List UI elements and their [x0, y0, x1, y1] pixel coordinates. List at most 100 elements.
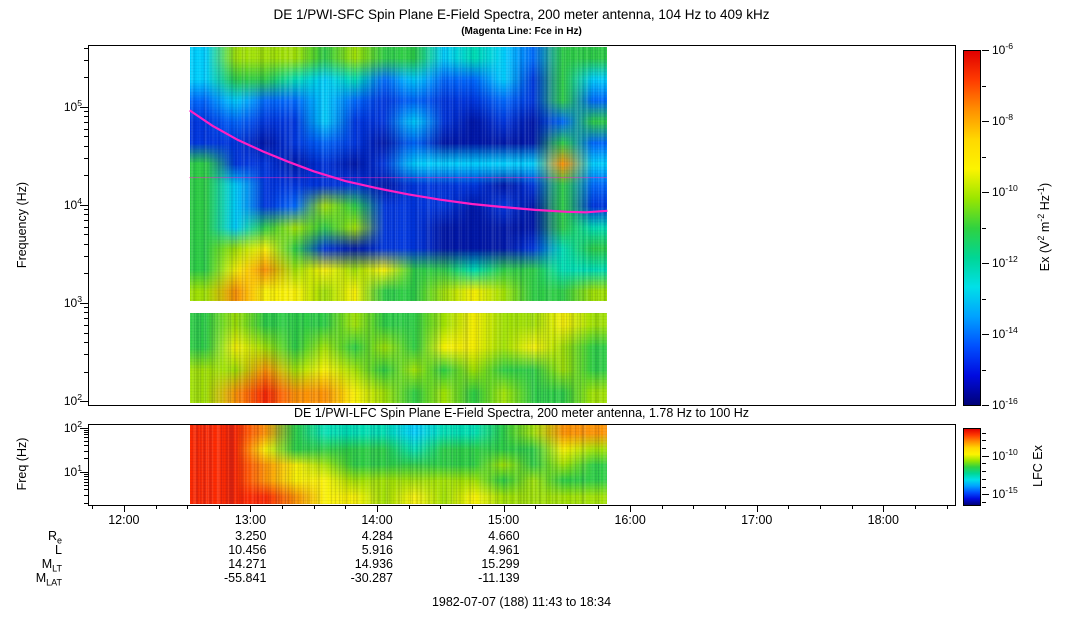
sfc-y-minor-tick — [84, 354, 88, 355]
sfc-cb-major-tick — [982, 50, 989, 51]
lfc-title: DE 1/PWI-LFC Spin Plane E-Field Spectra,… — [88, 407, 955, 421]
lfc-y-minor-tick — [84, 479, 88, 480]
sfc-cb-tick-label: 10-12 — [992, 255, 1018, 270]
x-minor-tick — [409, 505, 410, 509]
x-major-tick — [883, 505, 884, 512]
sfc-cb-major-tick — [982, 192, 989, 193]
lfc-cb-minor-tick — [982, 433, 986, 434]
x-minor-tick — [156, 505, 157, 509]
lfc-y-tick-label: 101 — [42, 464, 82, 479]
lfc-y-minor-tick — [84, 432, 88, 433]
sfc-y-minor-tick — [84, 129, 88, 130]
sfc-cb-tick-label: 10-14 — [992, 326, 1018, 341]
sfc-y-minor-tick — [84, 227, 88, 228]
sfc-y-minor-tick — [84, 342, 88, 343]
sfc-y-axis-label: Frequency (Hz) — [15, 182, 29, 268]
lfc-cb-tick-label: 10-10 — [992, 448, 1018, 463]
sfc-cb-tick-label: 10-10 — [992, 184, 1018, 199]
lfc-y-minor-tick — [84, 489, 88, 490]
sfc-y-minor-tick — [84, 220, 88, 221]
sfc-cb-major-tick — [982, 405, 989, 406]
sfc-y-minor-tick — [84, 209, 88, 210]
x-minor-tick — [535, 505, 536, 509]
x-tick-label: 18:00 — [858, 514, 908, 528]
ephemeris-value: 5.916 — [313, 544, 393, 558]
sfc-y-minor-tick — [84, 273, 88, 274]
ephemeris-value: -11.139 — [440, 572, 520, 586]
lfc-cb-minor-tick — [982, 479, 986, 480]
spectrogram-figure: DE 1/PWI-SFC Spin Plane E-Field Spectra,… — [0, 0, 1083, 620]
ephemeris-value: 4.660 — [440, 530, 520, 544]
x-tick-label: 15:00 — [479, 514, 529, 528]
lfc-y-tick-label: 102 — [42, 420, 82, 435]
sfc-colorbar-label: Ex (V2 m-2 Hz-1) — [1036, 183, 1052, 271]
lfc-cb-minor-tick — [982, 502, 986, 503]
sfc-cb-major-tick — [982, 263, 989, 264]
x-minor-tick — [598, 505, 599, 509]
x-major-tick — [757, 505, 758, 512]
sfc-cb-minor-tick — [982, 86, 986, 87]
x-minor-tick — [693, 505, 694, 509]
lfc-y-minor-tick — [84, 474, 88, 475]
lfc-y-minor-tick — [84, 445, 88, 446]
sfc-y-minor-tick — [84, 48, 88, 49]
sfc-y-minor-tick — [84, 318, 88, 319]
x-minor-tick — [852, 505, 853, 509]
lfc-cb-minor-tick — [982, 448, 986, 449]
x-minor-tick — [567, 505, 568, 509]
footer-date-range: 1982-07-07 (188) 11:43 to 18:34 — [88, 596, 955, 610]
sfc-cb-major-tick — [982, 334, 989, 335]
x-minor-tick — [187, 505, 188, 509]
x-major-tick — [504, 505, 505, 512]
sfc-cb-minor-tick — [982, 228, 986, 229]
x-minor-tick — [92, 505, 93, 509]
ephemeris-value: 14.936 — [313, 558, 393, 572]
lfc-cb-minor-tick — [982, 471, 986, 472]
sfc-cb-minor-tick — [982, 370, 986, 371]
sfc-y-minor-tick — [84, 234, 88, 235]
ephemeris-row-label: MLAT — [14, 572, 62, 588]
x-minor-tick — [282, 505, 283, 509]
sfc-cb-tick-label: 10-16 — [992, 397, 1018, 412]
ephemeris-value: -55.841 — [186, 572, 266, 586]
sfc-y-minor-tick — [84, 122, 88, 123]
ephemeris-value: 4.961 — [440, 544, 520, 558]
lfc-y-minor-tick — [84, 441, 88, 442]
lfc-colorbar — [963, 428, 981, 506]
sfc-y-tick-label: 103 — [42, 295, 82, 310]
ephemeris-value: 14.271 — [186, 558, 266, 572]
sfc-cb-minor-tick — [982, 299, 986, 300]
sfc-upper-spectrogram — [190, 47, 607, 301]
ephemeris-value: 15.299 — [440, 558, 520, 572]
sfc-y-minor-tick — [84, 307, 88, 308]
sfc-y-minor-tick — [84, 116, 88, 117]
x-tick-label: 13:00 — [225, 514, 275, 528]
sfc-y-minor-tick — [84, 77, 88, 78]
sfc-y-tick-label: 105 — [42, 99, 82, 114]
lfc-y-minor-tick — [84, 495, 88, 496]
sfc-cb-tick-label: 10-8 — [992, 113, 1013, 128]
ephemeris-value: 10.456 — [186, 544, 266, 558]
sfc-y-tick-label: 104 — [42, 197, 82, 212]
ephemeris-row-label: L — [14, 544, 62, 558]
lfc-cb-major-tick — [982, 456, 989, 457]
sfc-y-minor-tick — [84, 325, 88, 326]
lfc-y-minor-tick — [84, 451, 88, 452]
lfc-cb-minor-tick — [982, 440, 986, 441]
x-major-tick — [630, 505, 631, 512]
x-major-tick — [124, 505, 125, 512]
sfc-y-minor-tick — [84, 158, 88, 159]
sfc-y-minor-tick — [84, 60, 88, 61]
x-major-tick — [377, 505, 378, 512]
x-minor-tick — [820, 505, 821, 509]
sfc-y-minor-tick — [84, 312, 88, 313]
x-tick-label: 16:00 — [605, 514, 655, 528]
sfc-y-minor-tick — [84, 214, 88, 215]
lfc-cb-minor-tick — [982, 487, 986, 488]
x-minor-tick — [440, 505, 441, 509]
x-tick-label: 12:00 — [99, 514, 149, 528]
x-minor-tick — [345, 505, 346, 509]
x-minor-tick — [472, 505, 473, 509]
sfc-title: DE 1/PWI-SFC Spin Plane E-Field Spectra,… — [88, 8, 955, 23]
x-minor-tick — [947, 505, 948, 509]
